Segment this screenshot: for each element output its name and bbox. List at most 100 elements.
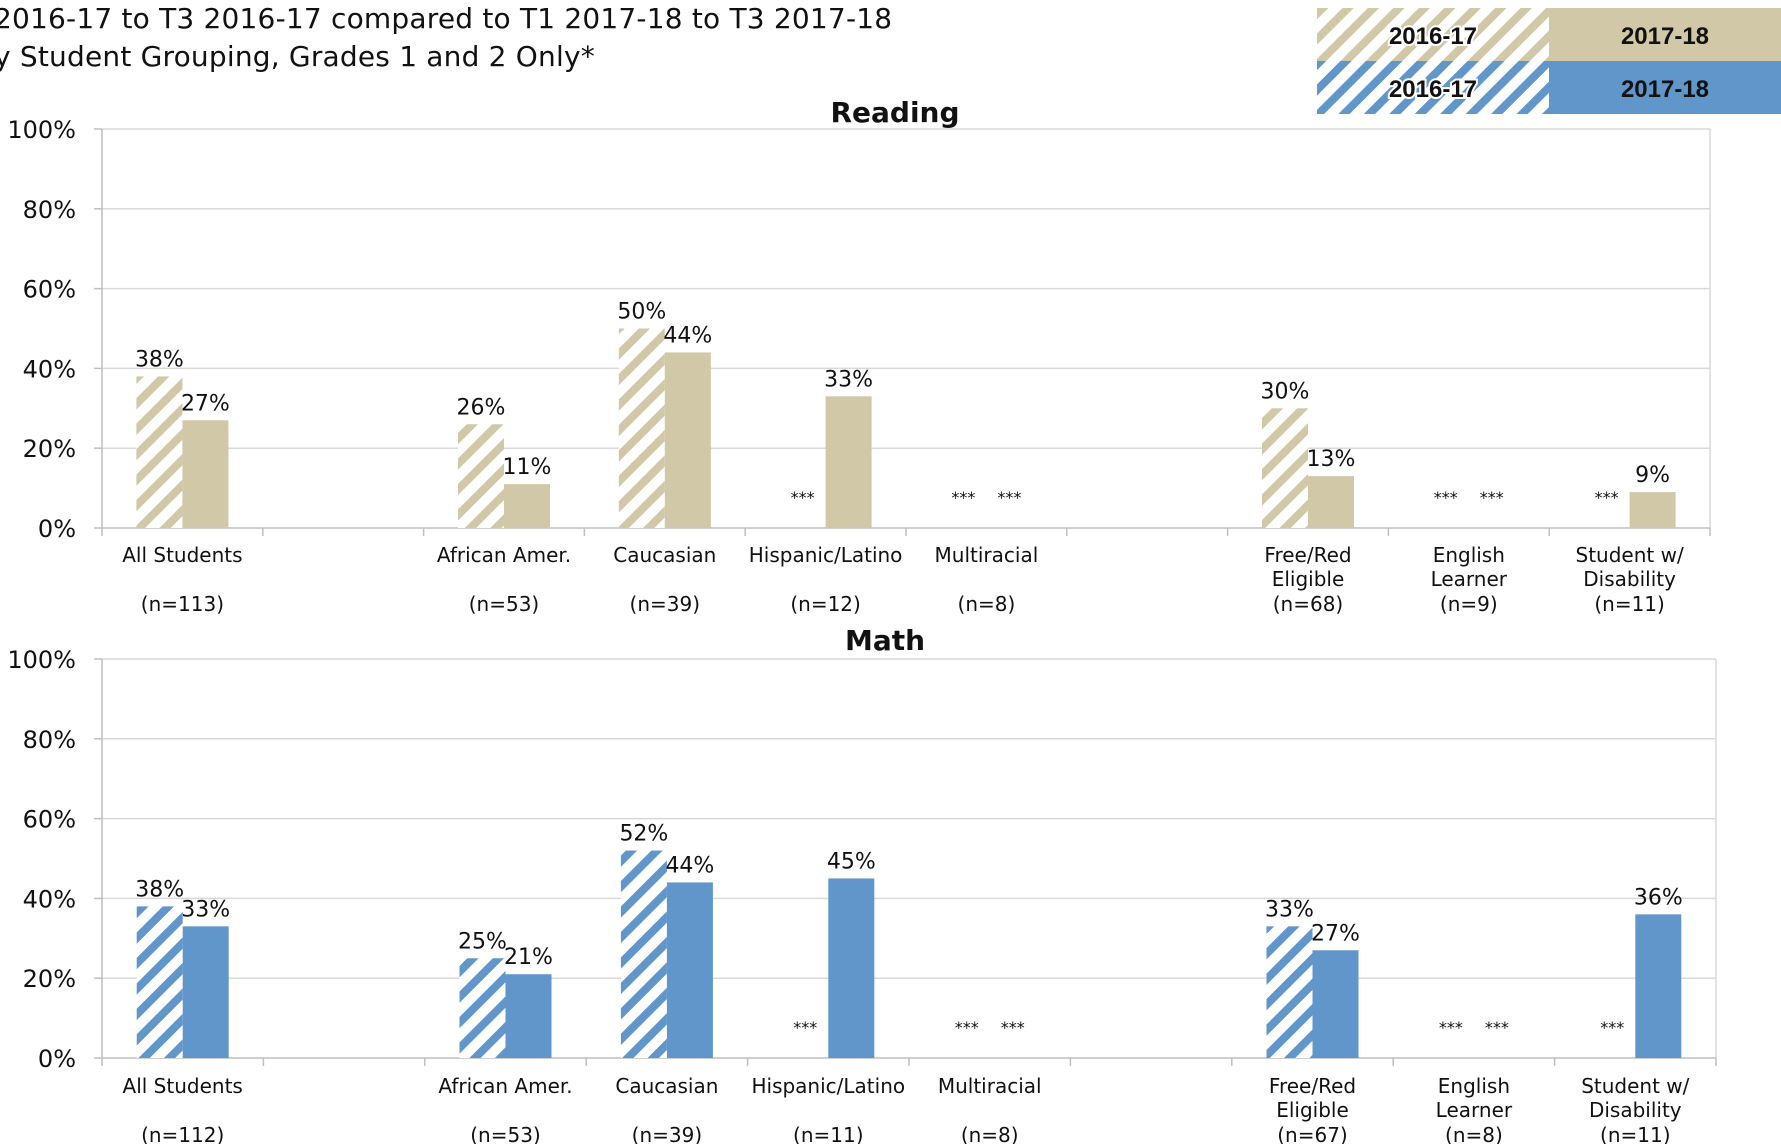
math-data-label: 21% (504, 945, 553, 970)
reading-category-n: (n=68) (1273, 592, 1344, 616)
math-data-label: 33% (181, 897, 230, 922)
math-data-label: 45% (827, 849, 876, 874)
math-category-n: (n=39) (632, 1123, 703, 1144)
math-data-label: *** (1485, 1018, 1509, 1037)
reading-bar-2017-18-7 (1308, 476, 1354, 528)
math-category-label: Free/Red (1269, 1074, 1356, 1098)
math-category-label: Learner (1436, 1098, 1513, 1122)
reading-bar-2016-17-0 (136, 376, 183, 528)
math-data-label: 25% (458, 929, 507, 954)
reading-category-label: Free/Red (1264, 543, 1351, 567)
reading-bar-2016-17-2 (458, 424, 504, 528)
math-y-tick-label: 0% (38, 1045, 76, 1073)
reading-category-label: All Students (122, 543, 242, 567)
math-data-label: 27% (1311, 921, 1360, 946)
math-y-tick-label: 20% (23, 965, 76, 993)
reading-category-n: (n=11) (1594, 592, 1665, 616)
math-y-tick-label: 60% (23, 806, 76, 834)
math-category-n: (n=8) (1445, 1123, 1503, 1144)
reading-category-n: (n=39) (630, 592, 701, 616)
reading-data-label: *** (1434, 488, 1458, 507)
reading-data-label: *** (1480, 488, 1504, 507)
legend-swatch-reading-2017-18 (1549, 8, 1781, 61)
chart-title-line-2: y Student Grouping, Grades 1 and 2 Only* (0, 40, 595, 73)
math-category-label: Eligible (1276, 1098, 1349, 1122)
math-data-label: 38% (135, 877, 184, 902)
math-bar-2017-18-7 (1312, 950, 1359, 1058)
reading-data-label: 30% (1261, 379, 1310, 404)
legend-label-math-2017-18: 2017-18 (1621, 76, 1709, 103)
reading-y-tick-label: 60% (23, 276, 76, 304)
math-bar-2017-18-4 (828, 878, 875, 1058)
math-y-tick-label: 40% (23, 885, 76, 913)
math-bar-2016-17-3 (620, 850, 667, 1058)
reading-data-label: *** (951, 488, 975, 507)
math-category-n: (n=112) (141, 1123, 224, 1144)
reading-chart-title: Reading (830, 96, 959, 129)
reading-category-n: (n=12) (790, 592, 861, 616)
reading-category-label: African Amer. (437, 543, 571, 567)
math-bar-2017-18-3 (666, 882, 713, 1058)
math-data-label: *** (1439, 1018, 1463, 1037)
math-data-label: *** (1001, 1018, 1025, 1037)
reading-y-tick-label: 100% (7, 116, 76, 144)
math-category-n: (n=11) (1600, 1123, 1671, 1144)
reading-y-tick-label: 40% (23, 355, 76, 383)
math-category-n: (n=53) (470, 1123, 541, 1144)
math-data-label: 33% (1265, 897, 1314, 922)
reading-category-label: Disability (1583, 567, 1676, 591)
legend-label-reading-2017-18: 2017-18 (1621, 23, 1709, 50)
math-category-label: Caucasian (615, 1074, 718, 1098)
reading-category-n: (n=8) (958, 592, 1016, 616)
math-data-label: 44% (665, 853, 714, 878)
reading-category-label: English (1433, 543, 1505, 567)
math-bar-2016-17-7 (1266, 926, 1313, 1058)
math-category-label: African Amer. (438, 1074, 572, 1098)
reading-bar-2017-18-4 (825, 396, 872, 528)
math-data-label: *** (1600, 1018, 1624, 1037)
chart-title-line-1: 2016-17 to T3 2016-17 compared to T1 201… (0, 2, 893, 35)
math-chart-title: Math (845, 624, 925, 657)
reading-data-label: *** (1595, 488, 1619, 507)
reading-data-label: 27% (181, 391, 230, 416)
reading-y-tick-label: 20% (23, 435, 76, 463)
math-bar-2017-18-2 (505, 974, 552, 1058)
reading-category-label: Caucasian (613, 543, 716, 567)
legend-swatch-math-2017-18 (1549, 61, 1781, 114)
reading-bar-2017-18-2 (504, 484, 550, 528)
reading-category-label: Learner (1431, 567, 1508, 591)
math-category-n: (n=8) (961, 1123, 1019, 1144)
math-bar-2016-17-0 (136, 906, 183, 1058)
legend-swatch-reading-2016-17 (1317, 8, 1549, 61)
reading-category-n: (n=53) (469, 592, 540, 616)
reading-data-label: 13% (1307, 447, 1356, 472)
math-data-label: *** (955, 1018, 979, 1037)
reading-y-tick-label: 80% (23, 196, 76, 224)
reading-data-label: 38% (135, 347, 184, 372)
reading-data-label: 50% (617, 300, 666, 325)
math-y-tick-label: 80% (23, 726, 76, 754)
reading-category-label: Hispanic/Latino (749, 543, 903, 567)
reading-category-n: (n=113) (141, 592, 224, 616)
reading-category-label: Student w/ (1576, 543, 1684, 567)
reading-data-label: *** (791, 488, 815, 507)
math-category-label: Multiracial (938, 1074, 1042, 1098)
reading-data-label: 11% (503, 455, 552, 480)
math-bar-2017-18-9 (1635, 914, 1682, 1058)
reading-bar-2017-18-3 (664, 352, 711, 528)
reading-category-n: (n=9) (1440, 592, 1498, 616)
math-bar-2017-18-0 (182, 926, 229, 1058)
math-y-tick-label: 100% (7, 646, 76, 674)
reading-data-label: 44% (663, 323, 712, 348)
reading-chart: Reading 0% 20% 40% 60% 80% 100% 38% 27% All Stude… (7, 96, 1711, 616)
reading-y-tick-label: 0% (38, 515, 76, 543)
reading-data-label: 26% (457, 395, 506, 420)
legend-swatch-math-2016-17 (1317, 61, 1549, 114)
math-category-label: English (1438, 1074, 1510, 1098)
reading-bar-2016-17-3 (618, 328, 665, 528)
reading-data-label: *** (997, 488, 1021, 507)
legend-label-math-2016-17: 2016-17 (1389, 76, 1477, 103)
math-category-label: Student w/ (1581, 1074, 1689, 1098)
